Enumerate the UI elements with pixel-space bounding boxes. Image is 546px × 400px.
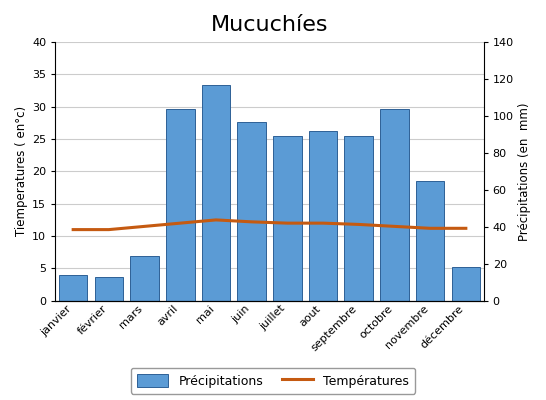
Bar — [309, 131, 337, 301]
Bar — [94, 277, 123, 301]
Legend: Précipitations, Températures: Précipitations, Températures — [131, 368, 415, 394]
Title: Mucuchíes: Mucuchíes — [211, 15, 328, 35]
Bar — [380, 109, 409, 301]
Bar — [452, 268, 480, 301]
Bar — [130, 256, 159, 301]
Y-axis label: Tiemperatures ( en°c): Tiemperatures ( en°c) — [15, 106, 28, 236]
Bar — [201, 84, 230, 301]
Bar — [416, 181, 444, 301]
Bar — [345, 136, 373, 301]
Y-axis label: Précipitations (en  mm): Précipitations (en mm) — [518, 102, 531, 241]
Bar — [166, 109, 194, 301]
Bar — [273, 136, 301, 301]
Bar — [59, 275, 87, 301]
Bar — [238, 122, 266, 301]
